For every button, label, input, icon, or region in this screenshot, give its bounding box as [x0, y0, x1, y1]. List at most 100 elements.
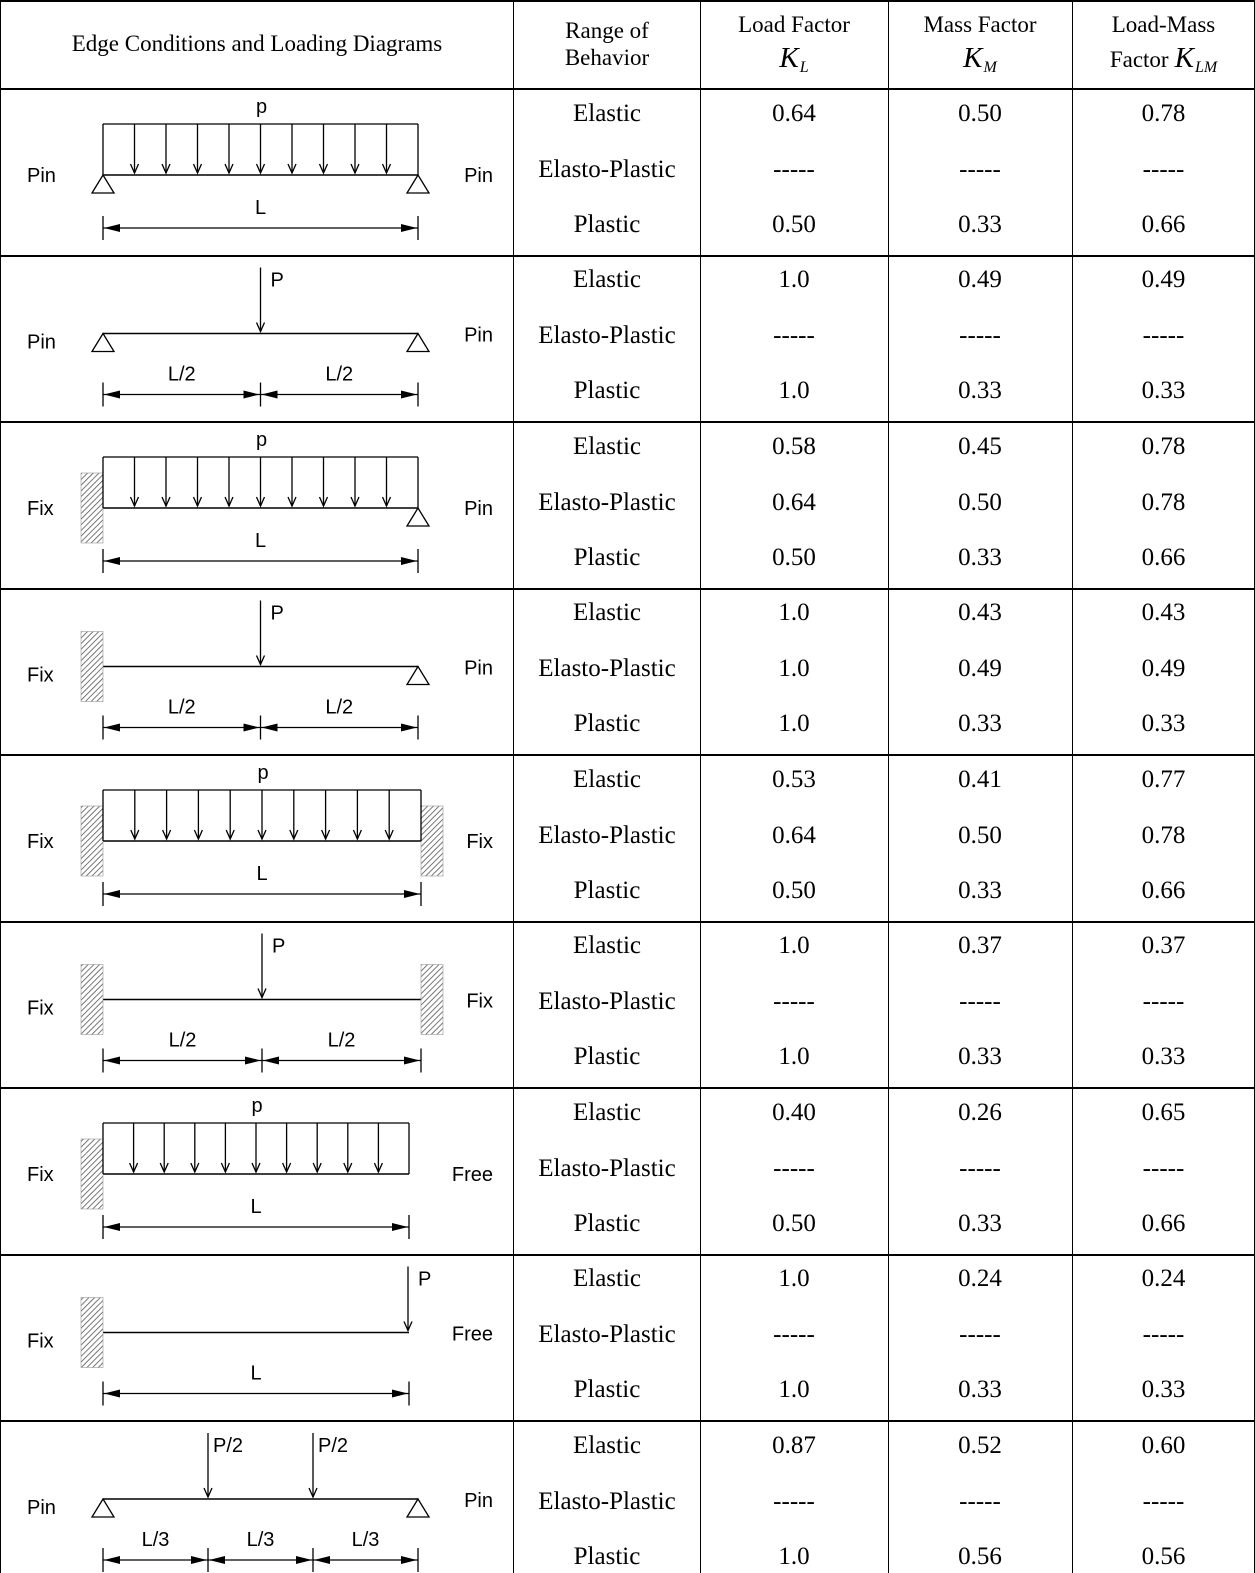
load-mass-factor-cell: 0.33	[1141, 377, 1186, 404]
mass-factor-cell: -----	[959, 1321, 1001, 1348]
case-divider	[0, 754, 1255, 756]
point-load-label: P	[271, 603, 284, 625]
column-divider	[1072, 0, 1073, 1573]
load-mass-factor-cell: 0.78	[1141, 99, 1186, 127]
header-lm-line2: Factor KLM	[1109, 42, 1218, 77]
dimension-arrowhead	[243, 390, 260, 399]
span-label: L/2	[325, 364, 353, 386]
load-mass-factor-cell: 0.33	[1141, 1376, 1186, 1403]
mass-factor-cell: 0.33	[958, 1043, 1002, 1070]
load-mass-factor-cell: 0.56	[1141, 1542, 1186, 1570]
point-load-arrow-head	[403, 1321, 413, 1333]
load-factor-cell: 0.50	[772, 1209, 816, 1237]
dimension-arrowhead	[104, 723, 120, 732]
loading-diagram: Fix Pin p L	[27, 429, 493, 573]
pin-support-left	[90, 1497, 116, 1518]
load-arrow-head	[251, 1162, 261, 1174]
range-cell: Plastic	[573, 1376, 641, 1403]
load-arrow-head	[255, 496, 266, 508]
load-mass-factor-cell: 0.37	[1141, 932, 1186, 959]
header-edge-conditions-label: Edge Conditions and Loading Diagrams	[71, 31, 443, 57]
load-factor-cell: 0.40	[772, 1098, 816, 1126]
range-cell: Plastic	[573, 876, 641, 904]
load-factor-cell: 0.58	[772, 432, 816, 460]
right-support-label: Pin	[464, 1490, 493, 1512]
fixed-support-left	[80, 805, 104, 877]
fixed-support-right	[420, 805, 444, 877]
load-factor-cell: 0.64	[772, 821, 816, 849]
loading-diagram: Pin Pin P/2 P/2 L/3 L/3 L/3	[27, 1433, 493, 1572]
load-factor-cell: 0.53	[772, 765, 816, 793]
dimension-arrowhead	[401, 390, 417, 399]
load-mass-factor-cell: 0.43	[1141, 599, 1186, 626]
left-support-label: Pin	[27, 165, 56, 187]
range-cell: Elasto-Plastic	[538, 155, 676, 183]
load-arrow-head	[384, 829, 394, 841]
load-arrow-head	[129, 1162, 139, 1174]
dimension-arrowhead	[104, 1556, 120, 1564]
mass-factor-cell: -----	[959, 988, 1001, 1015]
load-arrow-head	[312, 1162, 322, 1174]
point-load-arrow-head	[255, 322, 266, 334]
dimension-arrowhead	[401, 224, 417, 232]
dimension-arrowhead	[104, 1056, 120, 1065]
point-load-arrow-head	[257, 988, 267, 1000]
left-support-label: Pin	[27, 1497, 56, 1519]
span-label: L/2	[325, 697, 353, 719]
load-factor-cell: 1.0	[778, 655, 810, 682]
right-support-label: Pin	[464, 498, 493, 520]
header-load-symbol: KL	[779, 42, 809, 77]
load-factor-cell: -----	[773, 1321, 815, 1348]
left-support-label: Fix	[27, 831, 54, 853]
loading-diagram: Pin Pin P L/2 L/2	[27, 267, 493, 407]
load-factor-cell: 1.0	[778, 599, 810, 626]
range-cell: Elasto-Plastic	[538, 988, 676, 1015]
load-arrow-head	[343, 1162, 353, 1174]
span-label: L/2	[168, 697, 196, 719]
load-mass-factor-cell: 0.24	[1141, 1265, 1186, 1292]
header-edge-conditions: Edge Conditions and Loading Diagrams	[0, 0, 514, 89]
load-mass-factor-cell: -----	[1142, 1321, 1185, 1348]
load-arrow-head	[225, 829, 235, 841]
header-lm-symbol: KLM	[1174, 42, 1218, 77]
load-factor-cell: 0.87	[772, 1431, 816, 1459]
point-load-arrow-head	[308, 1487, 318, 1499]
fixed-support-right	[420, 964, 444, 1035]
load-factor-cell: 0.50	[772, 543, 816, 571]
mass-factor-cell: 0.26	[958, 1098, 1002, 1126]
load-mass-factor-cell: -----	[1142, 1487, 1185, 1515]
load-factor-cell: 1.0	[778, 1376, 810, 1403]
range-cell: Plastic	[573, 1043, 641, 1070]
header-lm-line1: Load-Mass	[1111, 11, 1216, 37]
load-factor-cell: -----	[773, 1487, 815, 1515]
load-arrow-head	[282, 1162, 292, 1174]
load-factor-cell: 1.0	[778, 1542, 810, 1570]
dimension-arrowhead	[261, 390, 278, 399]
mass-factor-cell: 0.33	[958, 876, 1002, 904]
load-factor-cell: 1.0	[778, 932, 810, 959]
range-cell: Elastic	[572, 1431, 642, 1459]
mass-factor-cell: 0.50	[958, 99, 1002, 127]
load-arrow-head	[289, 829, 299, 841]
load-mass-factor-cell: -----	[1142, 155, 1185, 183]
dimension-arrowhead	[404, 890, 420, 898]
load-arrow-head	[159, 1162, 169, 1174]
right-support-label: Fix	[466, 991, 493, 1013]
load-arrow-head	[318, 496, 329, 508]
pin-support-right	[405, 1497, 431, 1518]
span-label: L	[256, 863, 267, 885]
fixed-support-left	[80, 631, 104, 702]
load-factor-cell: 1.0	[778, 266, 810, 293]
load-arrow-head	[190, 1162, 200, 1174]
left-support-label: Fix	[27, 498, 54, 520]
mass-factor-cell: 0.24	[958, 1265, 1002, 1292]
range-cell: Plastic	[573, 710, 641, 737]
point-load-label: P/2	[318, 1435, 348, 1457]
mass-factor-cell: -----	[959, 1487, 1001, 1515]
dimension-arrowhead	[104, 557, 120, 565]
load-factor-cell: -----	[773, 322, 815, 349]
load-factor-cell: -----	[773, 988, 815, 1015]
mass-factor-cell: 0.50	[958, 488, 1002, 516]
load-arrow-head	[129, 163, 140, 175]
mass-factor-cell: 0.56	[958, 1542, 1002, 1570]
